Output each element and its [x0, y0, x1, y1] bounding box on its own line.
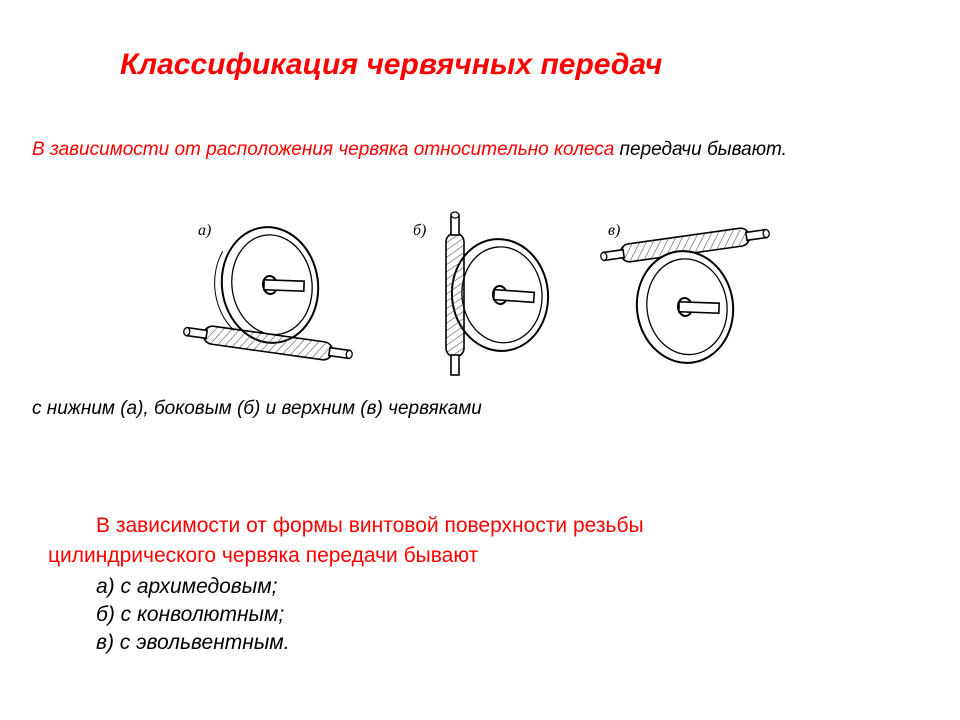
- diagram-b: б): [413, 212, 554, 375]
- slide: Классификация червячных передач В зависи…: [0, 0, 960, 720]
- list-item: б) с конволютным;: [96, 601, 912, 629]
- intro-plain: передачи бывают.: [614, 139, 787, 160]
- intro-text: В зависимости от расположения червяка от…: [32, 138, 922, 163]
- second-cont: цилиндрического червяка передачи бывают: [48, 542, 912, 570]
- diagram-c: в): [600, 222, 771, 369]
- label-c: в): [608, 222, 620, 239]
- diagram-a: а): [183, 221, 354, 364]
- label-b: б): [413, 222, 426, 239]
- second-block: В зависимости от формы винтовой поверхно…: [48, 512, 912, 658]
- diagram-caption: с нижним (а), боковым (б) и верхним (в) …: [32, 398, 482, 420]
- second-lead: В зависимости от формы винтовой поверхно…: [48, 512, 912, 540]
- label-a: а): [198, 222, 211, 239]
- list-item: в) с эвольвентным.: [96, 629, 912, 657]
- list-item: а) с архимедовым;: [96, 573, 912, 601]
- intro-highlight: В зависимости от расположения червяка от…: [32, 139, 614, 160]
- slide-title: Классификация червячных передач: [120, 48, 662, 82]
- worm-gear-diagram: а) б): [170, 205, 790, 385]
